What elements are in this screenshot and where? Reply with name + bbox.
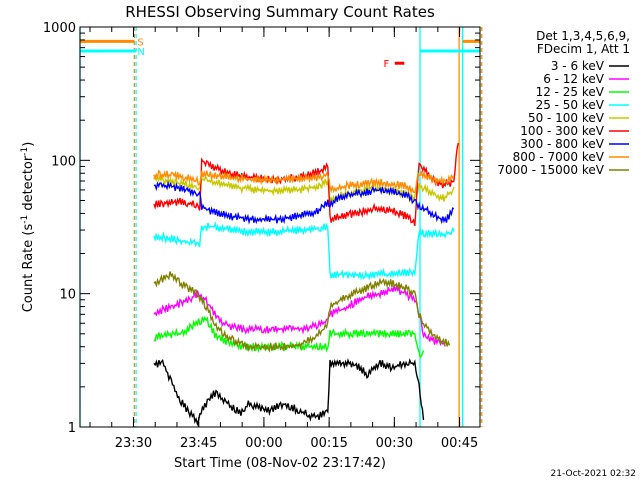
plot-axes: 23:30 23:45 00:00 00:15 00:30 00:45 1 10 100 1000 bbox=[43, 21, 481, 451]
x-tick-label-1: 23:45 bbox=[180, 436, 217, 451]
y-tick-label-3: 1000 bbox=[43, 21, 76, 36]
x-tick-label-3: 00:15 bbox=[310, 436, 347, 451]
y-axis-label-sup1: -1 bbox=[20, 215, 30, 224]
y-axis-label-sup2: -1 bbox=[20, 147, 30, 156]
legend-label-3: 25 - 50 keV bbox=[536, 98, 605, 112]
axis-frame bbox=[79, 26, 481, 428]
x-tick-label-0: 23:30 bbox=[115, 436, 152, 451]
legend-label-8: 7000 - 15000 keV bbox=[497, 163, 604, 177]
series-line-6 bbox=[153, 180, 455, 225]
legend-label-6: 300 - 800 keV bbox=[520, 137, 604, 151]
legend-label-0: 3 - 6 keV bbox=[551, 59, 605, 73]
x-tick-label-4: 00:30 bbox=[376, 436, 413, 451]
x-axis-label: Start Time (08-Nov-02 23:17:42) bbox=[174, 456, 386, 471]
flag-label-f: F bbox=[383, 59, 389, 70]
chart-title: RHESSI Observing Summary Count Rates bbox=[125, 3, 435, 21]
y-tick-label-0: 1 bbox=[68, 421, 76, 436]
series-line-0 bbox=[153, 357, 425, 427]
legend-label-7: 800 - 7000 keV bbox=[513, 150, 605, 164]
plot-area: SN F bbox=[79, 27, 483, 427]
y-tick-label-1: 10 bbox=[59, 288, 76, 303]
series-line-8 bbox=[153, 271, 451, 353]
x-tick-label-2: 00:00 bbox=[245, 436, 282, 451]
series-line-1 bbox=[153, 284, 446, 347]
y-tick-label-2: 100 bbox=[51, 154, 76, 169]
flag-label-n: N bbox=[137, 47, 144, 58]
x-tick-label-5: 00:45 bbox=[441, 436, 478, 451]
legend-label-4: 50 - 100 keV bbox=[528, 111, 605, 125]
legend: Det 1,3,4,5,6,9, FDecim 1, Att 1 3 - 6 k… bbox=[497, 29, 630, 177]
y-axis-label-mid: detector bbox=[21, 155, 36, 215]
y-axis-label-end: ) bbox=[21, 142, 36, 147]
flag-label-s: S bbox=[137, 37, 143, 48]
legend-label-2: 12 - 25 keV bbox=[536, 85, 605, 99]
series-line-2 bbox=[153, 316, 425, 359]
legend-header-2: FDecim 1, Att 1 bbox=[537, 42, 630, 56]
legend-header-1: Det 1,3,4,5,6,9, bbox=[536, 29, 630, 43]
y-axis-label: Count Rate (s-1 detector-1) bbox=[20, 142, 36, 313]
footer-timestamp: 21-Oct-2021 02:32 bbox=[551, 469, 636, 479]
legend-label-1: 6 - 12 keV bbox=[543, 72, 605, 86]
series-line-3 bbox=[153, 220, 455, 281]
legend-label-5: 100 - 300 keV bbox=[520, 124, 604, 138]
y-axis-label-main: Count Rate (s bbox=[21, 224, 36, 313]
series-line-7 bbox=[153, 169, 455, 195]
